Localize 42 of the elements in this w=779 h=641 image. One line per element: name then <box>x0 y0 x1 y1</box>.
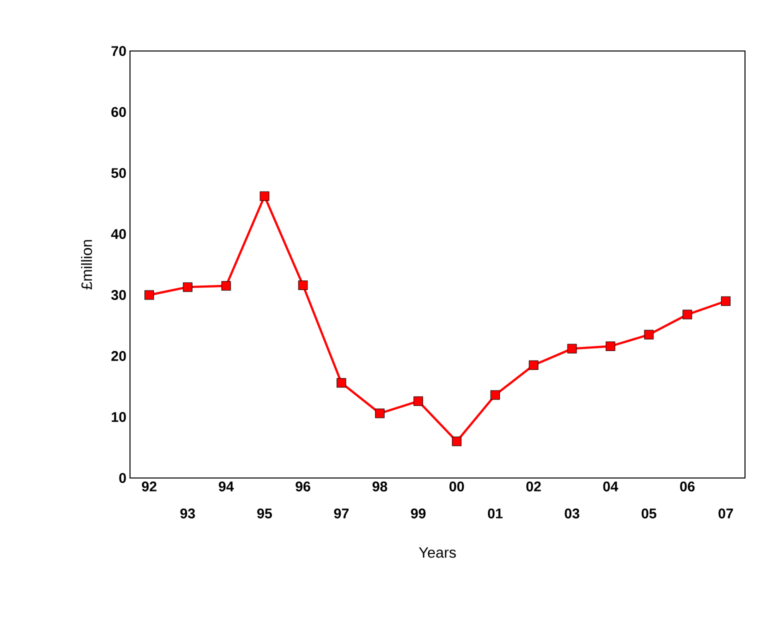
point <box>644 330 654 340</box>
point <box>375 408 385 418</box>
y-axis-title: £million <box>81 240 92 290</box>
x-tick-label: 93 <box>180 508 195 518</box>
x-axis-title: Years <box>418 547 456 558</box>
point <box>606 341 616 351</box>
x-tick-label: 01 <box>488 508 503 518</box>
x-tick-label: 92 <box>142 482 156 492</box>
point <box>490 390 500 400</box>
x-tick-label: 04 <box>603 482 618 492</box>
x-tick-label: 97 <box>334 508 349 518</box>
point <box>260 191 270 201</box>
point <box>298 280 308 290</box>
x-tick-label: 02 <box>526 482 541 492</box>
x-tick-label: 96 <box>296 482 310 492</box>
point <box>682 310 692 320</box>
x-tick-label: 00 <box>449 482 464 492</box>
y-tick-label: 10 <box>112 412 126 422</box>
y-tick-label: 70 <box>111 46 126 56</box>
x-tick-label: 06 <box>680 482 695 492</box>
y-tick-label: 0 <box>119 473 126 483</box>
point <box>336 378 346 388</box>
x-tick-label: 95 <box>257 508 272 518</box>
x-tick-label: 94 <box>218 482 234 492</box>
x-tick-label: 05 <box>642 508 656 518</box>
point <box>221 281 231 291</box>
x-tick-label: 98 <box>372 482 388 492</box>
y-tick-label: 50 <box>111 168 126 178</box>
point <box>182 282 192 292</box>
point <box>144 290 154 300</box>
x-tick-label: 03 <box>564 508 580 518</box>
point <box>721 296 731 306</box>
x-tick-label: 07 <box>718 508 733 518</box>
point <box>528 360 538 370</box>
y-tick-label: 20 <box>111 351 126 361</box>
point <box>414 396 424 406</box>
point <box>567 344 577 354</box>
x-tick-label: 99 <box>410 508 426 518</box>
y-tick-label: 40 <box>111 229 126 239</box>
y-tick-label: 60 <box>111 107 126 117</box>
point <box>452 436 462 446</box>
y-tick-label: 30 <box>111 290 126 300</box>
